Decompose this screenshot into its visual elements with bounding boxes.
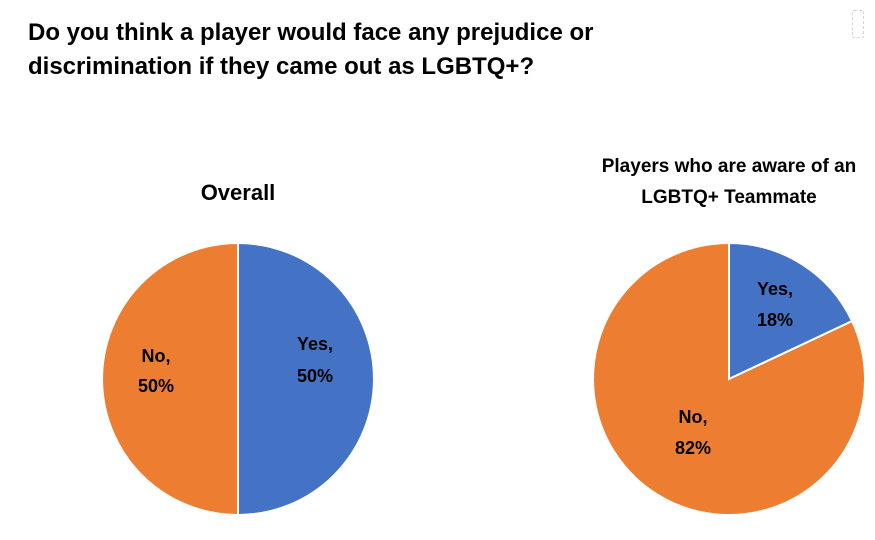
slice-label-overall-yes-value: 50% [297, 366, 333, 386]
slice-label-aware-yes-name: Yes, [757, 279, 793, 299]
pie-slice-overall-no [101, 241, 239, 517]
pie-aware-slices [592, 241, 866, 516]
pie-chart-aware-teammate: Players who are aware of an LGBTQ+ Teamm… [592, 156, 866, 516]
pie-chart-overall: Overall Yes, 50% No, 50% [101, 180, 375, 517]
slice-label-aware-no-name: No, [679, 407, 708, 427]
page-title: Do you think a player would face any pre… [28, 16, 788, 84]
slice-label-overall-yes-name: Yes, [297, 334, 333, 354]
pie-overall-slices [101, 241, 375, 517]
chart-title-overall: Overall [201, 180, 276, 205]
page-title-line-2: discrimination if they came out as LGBTQ… [28, 53, 535, 80]
chart-title-aware-line-1: Players who are aware of an [602, 156, 857, 177]
pie-slice-aware-yes [728, 241, 854, 381]
corner-placeholder-mark [852, 10, 864, 38]
slice-label-aware-no-value: 82% [675, 438, 711, 458]
pie-slice-overall-yes [237, 241, 375, 517]
slice-label-overall-no-value: 50% [138, 376, 174, 396]
slice-label-aware-yes-value: 18% [757, 310, 793, 330]
chart-title-aware-line-2: LGBTQ+ Teammate [641, 187, 816, 208]
page-title-line-1: Do you think a player would face any pre… [28, 19, 594, 46]
slice-label-overall-no-name: No, [142, 346, 171, 366]
pie-slice-aware-no [592, 241, 866, 516]
